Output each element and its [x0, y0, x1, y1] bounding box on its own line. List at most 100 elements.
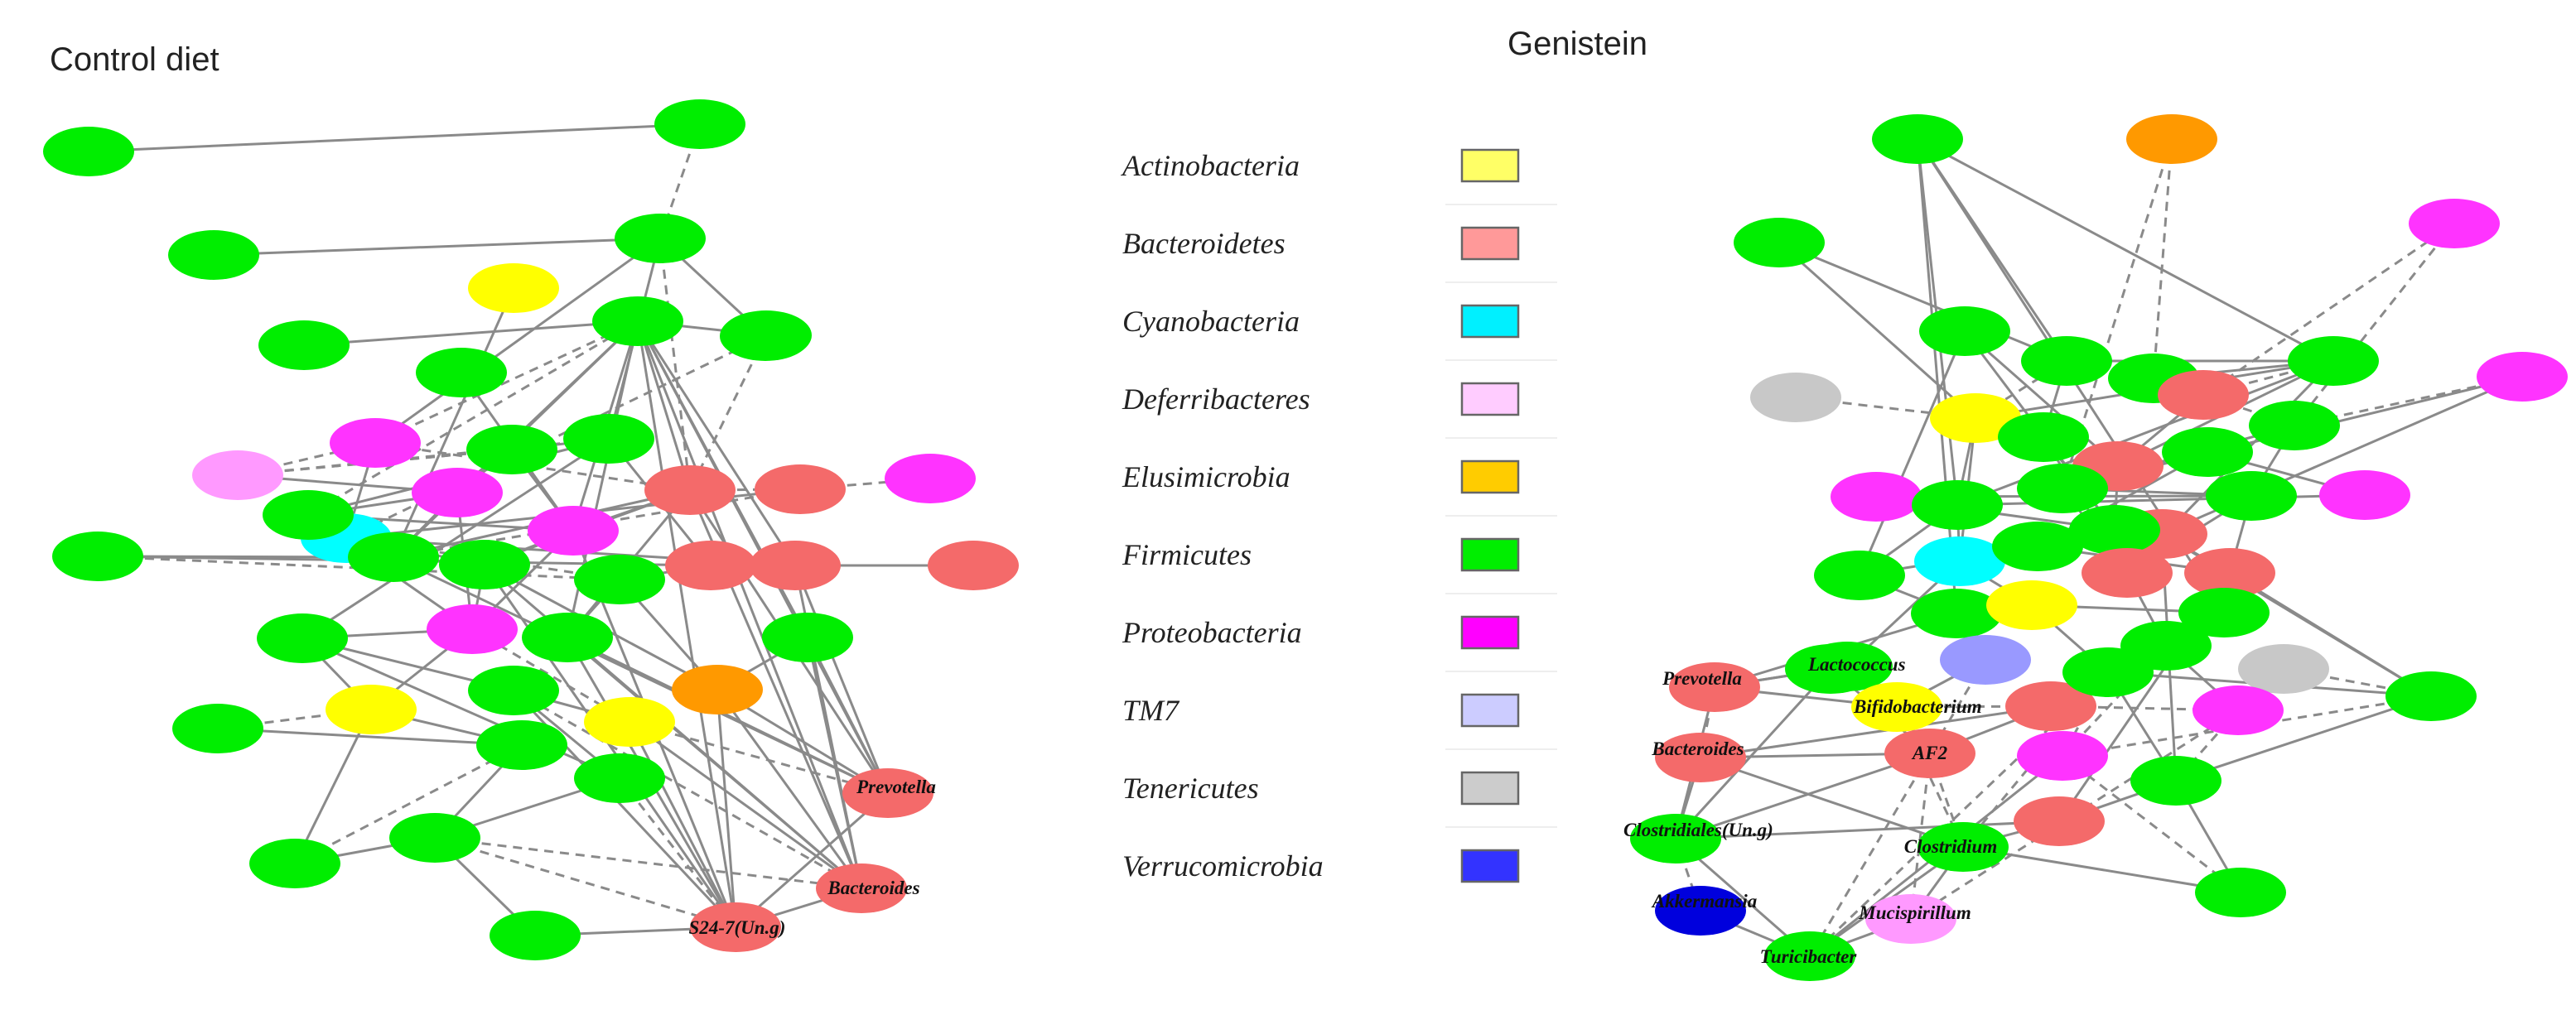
node-firmicutes — [490, 911, 581, 960]
genistein-node-labels: Prevotella Lactococcus Bifidobacterium Bact… — [1623, 654, 1997, 967]
node-firmicutes — [168, 230, 259, 280]
legend-item: Actinobacteria — [1121, 148, 1557, 205]
legend-label: TM7 — [1122, 694, 1180, 727]
node-firmicutes — [258, 320, 350, 370]
legend-label: Actinobacteria — [1121, 149, 1300, 182]
node-proteobacteria — [1831, 472, 1922, 522]
node-proteobacteria — [412, 468, 503, 517]
positive-correlation-edge — [1675, 820, 2060, 840]
node-proteobacteria — [330, 418, 421, 468]
legend-item: Tenericutes — [1122, 771, 1557, 828]
positive-correlation-edge — [1700, 705, 2052, 759]
negative-correlation-edge — [2062, 754, 2241, 894]
negative-correlation-edge — [2293, 223, 2456, 426]
node-firmicutes — [439, 540, 530, 589]
node-label: Clostridiales(Un.g) — [1623, 820, 1773, 840]
node-cyanobacteria — [1914, 536, 2005, 586]
positive-correlation-edge — [1700, 756, 1964, 849]
node-firmicutes — [348, 532, 439, 582]
positive-correlation-edge — [1858, 330, 1966, 576]
node-firmicutes — [172, 704, 263, 753]
legend-swatch — [1460, 849, 1520, 883]
positive-correlation-edge — [1964, 330, 2119, 468]
negative-correlation-edge — [294, 743, 523, 865]
node-firmicutes — [2069, 505, 2160, 555]
positive-correlation-edge — [806, 637, 890, 794]
positive-correlation-edge — [1778, 241, 2067, 363]
legend-item: Bacteroidetes — [1122, 226, 1557, 283]
positive-correlation-edge — [716, 689, 737, 928]
genistein-network: Prevotella Lactococcus Bifidobacterium Bact… — [1623, 114, 2568, 981]
negative-correlation-edge — [629, 720, 889, 795]
node-label: S24-7(Un.g) — [689, 917, 786, 938]
node-bacteroidetes — [644, 465, 736, 515]
positive-correlation-edge — [2229, 571, 2432, 698]
node-label: Turicibacter — [1760, 946, 1858, 967]
positive-correlation-edge — [1778, 241, 1977, 420]
node-firmicutes — [2017, 464, 2108, 513]
positive-correlation-edge — [393, 556, 889, 795]
genistein-nodes — [1630, 114, 2568, 981]
legend-label: Deferribacteres — [1122, 382, 1310, 416]
node-firmicutes — [52, 532, 143, 581]
node-bacteroidetes — [1655, 733, 1746, 782]
node-bacteroidetes — [1884, 729, 1975, 778]
node-bacteroidetes — [928, 541, 1019, 590]
legend-swatch — [1460, 226, 1520, 261]
negative-correlation-edge — [1699, 686, 1716, 758]
legend-item: Cyanobacteria — [1122, 304, 1557, 361]
node-tenericutes — [2238, 644, 2329, 694]
node-firmicutes — [2249, 401, 2340, 450]
node-bacteroidetes — [2014, 796, 2105, 846]
positive-correlation-edge — [392, 287, 515, 558]
legend-label: Verrucomicrobia — [1122, 849, 1324, 883]
control-nodes — [43, 99, 1019, 960]
negative-correlation-edge — [2202, 222, 2455, 397]
node-firmicutes — [1992, 522, 2083, 571]
positive-correlation-edge — [1675, 752, 1931, 840]
node-firmicutes — [1911, 589, 2002, 638]
node-proteobacteria — [2017, 731, 2108, 781]
node-firmicutes — [416, 348, 507, 397]
node-bacteroidetes — [755, 464, 846, 514]
node-firmicutes — [1872, 114, 1963, 164]
node-elusimicrobia — [672, 665, 763, 714]
node-actinobacteria — [584, 697, 675, 747]
node-bacteroidetes — [2005, 681, 2096, 731]
positive-correlation-edge — [636, 320, 692, 491]
node-firmicutes — [468, 666, 559, 715]
legend-label: Cyanobacteria — [1122, 305, 1300, 338]
node-firmicutes — [476, 720, 567, 770]
node-bacteroidetes — [816, 863, 907, 913]
positive-correlation-edge — [303, 320, 639, 347]
node-deferribacteres — [1865, 894, 1956, 944]
node-elusimicrobia — [2126, 114, 2217, 164]
node-firmicutes — [574, 555, 665, 604]
node-firmicutes — [1814, 551, 1905, 600]
node-label: AF2 — [1911, 743, 1947, 763]
node-label: Prevotella — [1662, 668, 1742, 689]
positive-correlation-edge — [636, 320, 737, 928]
node-bacteroidetes — [690, 902, 781, 952]
node-verrucomicrobia — [1655, 886, 1746, 936]
negative-correlation-edge — [434, 836, 862, 890]
genistein-panel-title: Genistein — [1507, 26, 1647, 62]
node-firmicutes — [2385, 671, 2477, 721]
node-firmicutes — [1630, 814, 1721, 863]
control-panel-title: Control diet — [50, 41, 219, 78]
legend-item: Elusimicrobia — [1122, 459, 1557, 517]
control-node-labels: Prevotella Bacteroides S24-7(Un.g) — [689, 777, 936, 938]
legend-swatch — [1460, 304, 1520, 339]
node-firmicutes — [1734, 218, 1825, 267]
legend-item: Firmicutes — [1122, 537, 1557, 594]
node-label: Bacteroides — [827, 878, 919, 898]
positive-correlation-edge — [2175, 695, 2432, 782]
node-firmicutes — [2130, 756, 2221, 806]
positive-correlation-edge — [1962, 845, 2241, 894]
node-proteobacteria — [2319, 470, 2410, 520]
legend-label: Tenericutes — [1122, 772, 1259, 805]
negative-correlation-edge — [2152, 138, 2173, 379]
node-firmicutes — [2021, 336, 2112, 386]
negative-correlation-edge — [1909, 753, 1932, 920]
node-firmicutes — [2195, 868, 2286, 917]
